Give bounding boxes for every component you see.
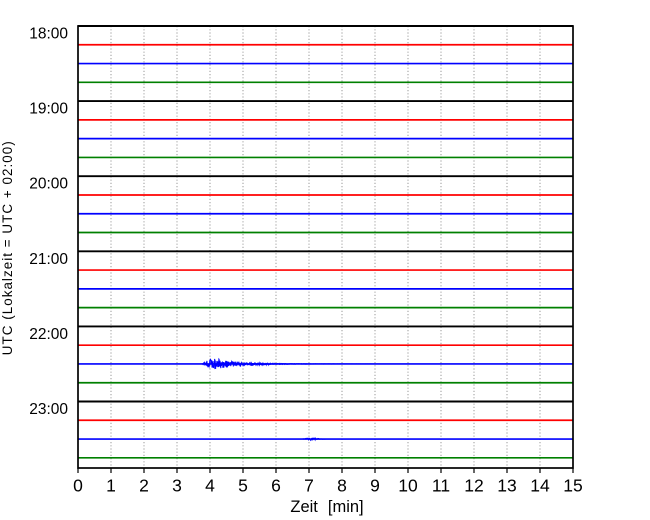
svg-text:20:00: 20:00 (29, 176, 68, 193)
svg-text:8: 8 (337, 476, 347, 496)
svg-text:3: 3 (172, 476, 182, 496)
svg-text:5: 5 (238, 476, 248, 496)
svg-text:4: 4 (205, 476, 215, 496)
svg-text:2: 2 (139, 476, 149, 496)
svg-text:22:00: 22:00 (29, 326, 68, 343)
svg-text:19:00: 19:00 (29, 101, 68, 118)
svg-text:21:00: 21:00 (29, 251, 68, 268)
svg-text:7: 7 (304, 476, 314, 496)
svg-text:15: 15 (563, 476, 582, 496)
svg-text:12: 12 (464, 476, 483, 496)
svg-text:13: 13 (497, 476, 516, 496)
svg-text:0: 0 (73, 476, 83, 496)
svg-text:UTC (Lokalzeit = UTC + 02:00): UTC (Lokalzeit = UTC + 02:00) (0, 140, 15, 355)
svg-text:1: 1 (106, 476, 116, 496)
svg-text:23:00: 23:00 (29, 401, 68, 418)
svg-text:18:00: 18:00 (29, 26, 68, 43)
svg-text:Zeit[min]: Zeit [min] (290, 498, 363, 516)
svg-text:14: 14 (530, 476, 550, 496)
svg-text:9: 9 (370, 476, 380, 496)
svg-text:11: 11 (432, 476, 450, 496)
svg-text:6: 6 (271, 476, 281, 496)
svg-text:10: 10 (398, 476, 418, 496)
